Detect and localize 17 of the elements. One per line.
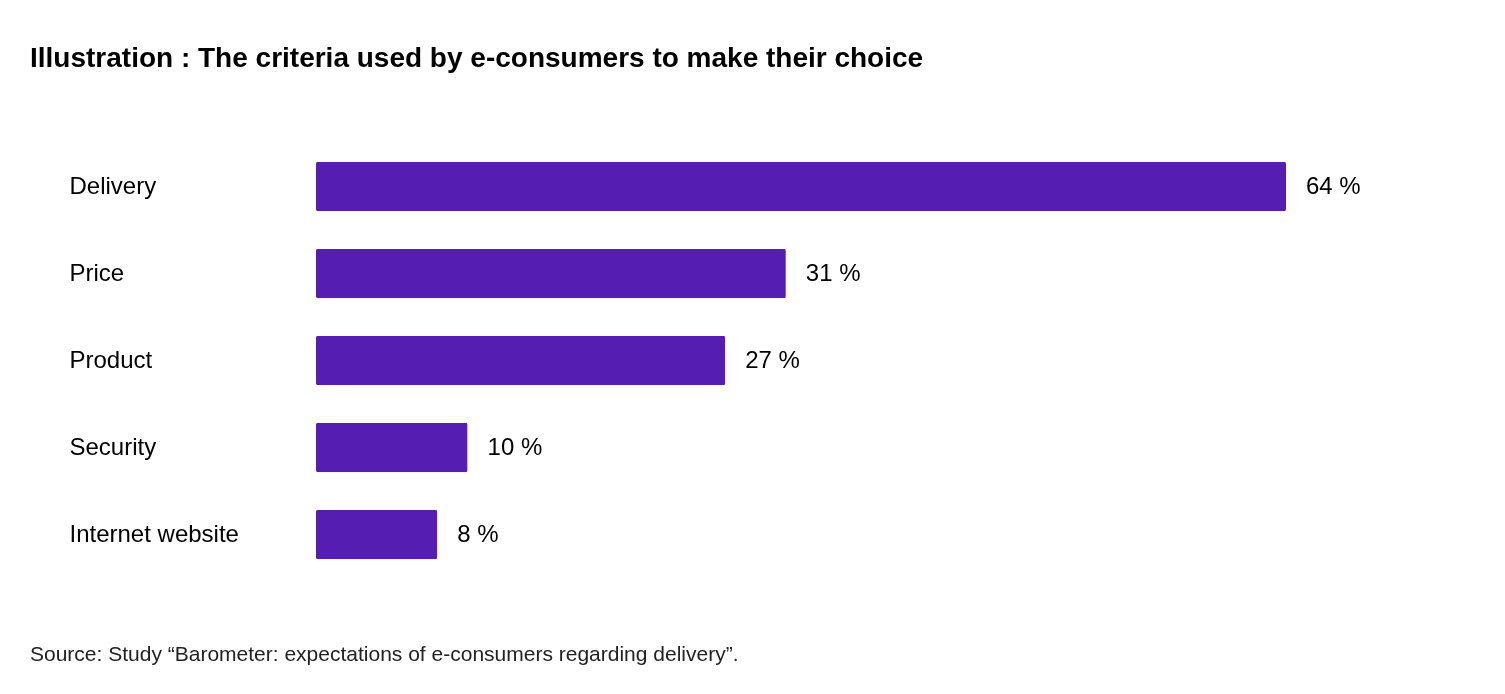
y-tick-label: Price: [69, 258, 125, 286]
data-label: 64 %: [1306, 171, 1361, 199]
data-label: 8 %: [457, 519, 499, 547]
data-label: 31 %: [805, 258, 861, 286]
data-label: 10 %: [487, 432, 543, 460]
y-tick-label: Security: [69, 432, 157, 460]
bar: [316, 335, 726, 386]
bar: [316, 422, 468, 473]
source-note: Source: Study “Barometer: expectations of e-consumers regarding delivery”.: [30, 642, 739, 666]
y-tick-label: Product: [69, 345, 153, 373]
y-tick-label: Internet website: [69, 519, 239, 547]
bar: [316, 248, 786, 299]
bar: [316, 509, 438, 560]
bar: [316, 161, 1286, 212]
chart-title: Illustration : The criteria used by e-consumers to make their choice: [30, 42, 924, 74]
data-label: 27 %: [745, 345, 800, 373]
y-tick-label: Delivery: [69, 171, 157, 199]
